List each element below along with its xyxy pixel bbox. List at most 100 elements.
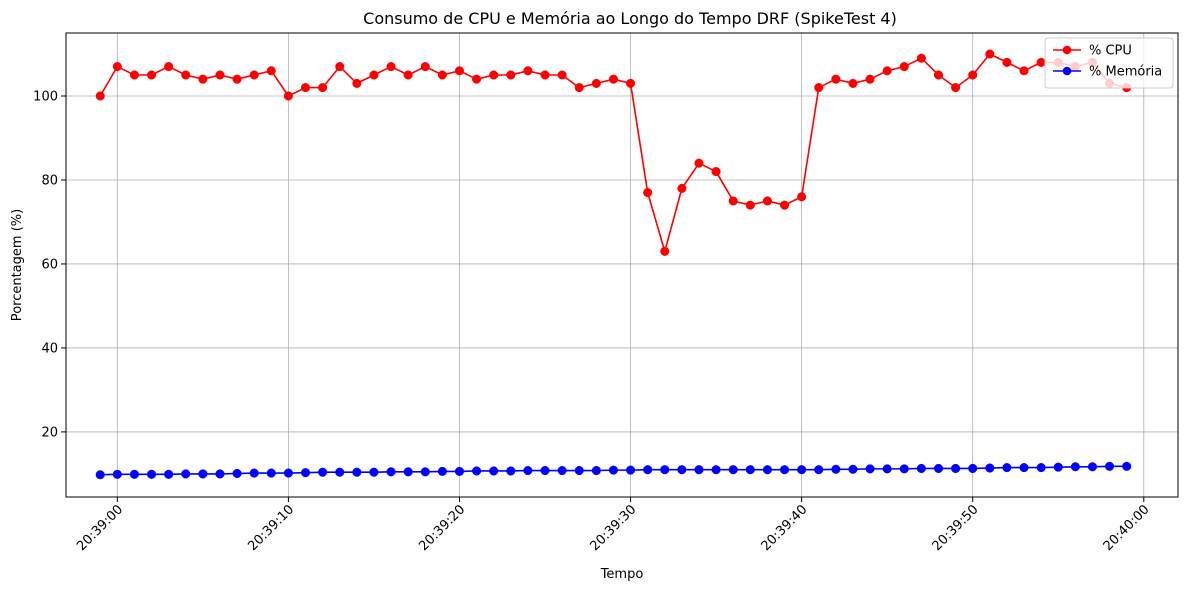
y-axis-title: Porcentagem (%) (10, 209, 25, 321)
data-point-memoria (865, 464, 875, 474)
data-point-memoria (232, 468, 242, 479)
data-point-memoria (797, 465, 807, 475)
data-point-memoria (506, 466, 516, 476)
data-point-cpu (318, 83, 328, 93)
y-tick-label: 40 (41, 341, 58, 356)
data-point-memoria (694, 465, 704, 475)
data-point-memoria (352, 467, 362, 477)
data-point-memoria (626, 465, 636, 475)
data-point-cpu (164, 62, 174, 72)
data-point-cpu (489, 70, 499, 80)
data-point-cpu (899, 62, 909, 72)
data-point-memoria (437, 466, 447, 476)
data-point-cpu (249, 70, 259, 80)
data-point-cpu (300, 83, 311, 93)
data-point-memoria (523, 465, 533, 476)
data-point-memoria (146, 469, 157, 479)
data-point-cpu (1002, 57, 1012, 67)
data-point-memoria (608, 465, 618, 475)
data-point-cpu (386, 62, 396, 72)
data-point-memoria (711, 465, 721, 475)
data-point-cpu (762, 196, 772, 206)
data-point-memoria (848, 464, 858, 474)
data-point-memoria (899, 464, 909, 474)
data-point-memoria (181, 469, 191, 479)
legend-label-memoria: % Memória (1089, 65, 1162, 80)
data-point-memoria (1053, 462, 1063, 472)
y-tick-label: 60 (41, 257, 58, 272)
data-point-cpu (814, 83, 824, 93)
data-point-cpu (574, 83, 584, 93)
data-point-cpu (933, 70, 944, 80)
data-point-cpu (146, 70, 157, 80)
data-point-memoria (882, 464, 892, 474)
y-tick-label: 80 (41, 173, 58, 188)
data-point-memoria (266, 468, 276, 478)
data-point-cpu (694, 158, 704, 168)
data-point-memoria (574, 465, 584, 476)
data-point-memoria (1070, 462, 1080, 472)
data-point-memoria (420, 467, 430, 477)
data-point-memoria (985, 463, 995, 473)
data-point-cpu (232, 74, 242, 84)
data-point-cpu (968, 70, 978, 80)
data-point-memoria (369, 467, 379, 477)
data-point-cpu (916, 53, 926, 63)
data-point-memoria (933, 463, 944, 473)
data-point-cpu (557, 70, 567, 80)
data-point-memoria (779, 465, 790, 475)
data-point-cpu (112, 62, 122, 72)
data-point-cpu (1019, 66, 1029, 76)
data-point-cpu (95, 91, 105, 101)
data-point-memoria (129, 469, 139, 479)
data-point-cpu (591, 78, 601, 88)
data-point-cpu (677, 183, 687, 193)
data-point-memoria (318, 467, 328, 477)
chart-title: Consumo de CPU e Memória ao Longo do Tem… (363, 9, 897, 28)
data-point-memoria (403, 467, 413, 477)
data-point-memoria (916, 463, 926, 473)
data-point-cpu (369, 70, 379, 80)
data-point-cpu (129, 70, 139, 80)
legend-label-cpu: % CPU (1089, 44, 1132, 59)
data-point-memoria (164, 469, 174, 479)
data-point-memoria (762, 465, 772, 475)
legend: % CPU % Memória (1044, 37, 1174, 89)
data-point-memoria (1036, 463, 1046, 473)
data-point-cpu (745, 200, 755, 210)
data-point-memoria (300, 468, 311, 478)
data-point-memoria (814, 465, 824, 475)
data-point-cpu (608, 74, 618, 84)
data-point-cpu (420, 62, 430, 72)
data-point-cpu (848, 78, 858, 88)
data-point-memoria (249, 468, 259, 478)
data-point-memoria (831, 464, 841, 474)
data-point-memoria (540, 465, 550, 476)
data-point-memoria (1105, 461, 1115, 471)
data-point-memoria (335, 467, 345, 477)
data-point-memoria (660, 465, 670, 475)
data-point-cpu (352, 78, 362, 88)
data-point-cpu (454, 66, 465, 76)
data-point-cpu (626, 78, 636, 88)
data-point-memoria (591, 465, 601, 476)
data-point-memoria (643, 465, 653, 475)
data-point-cpu (882, 66, 892, 76)
x-axis-title: Tempo (600, 567, 644, 582)
data-point-memoria (489, 466, 499, 476)
data-point-memoria (557, 465, 567, 476)
y-tick-label: 100 (33, 89, 58, 104)
data-point-memoria (1087, 462, 1098, 472)
data-point-cpu (865, 74, 875, 84)
data-point-cpu (711, 167, 721, 177)
grid-lines (66, 33, 1178, 497)
data-point-cpu (215, 70, 225, 80)
data-point-cpu (437, 70, 447, 80)
series-layer (95, 49, 1132, 480)
data-point-cpu (1036, 57, 1046, 67)
data-point-memoria (1019, 463, 1029, 473)
data-point-memoria (677, 465, 687, 475)
